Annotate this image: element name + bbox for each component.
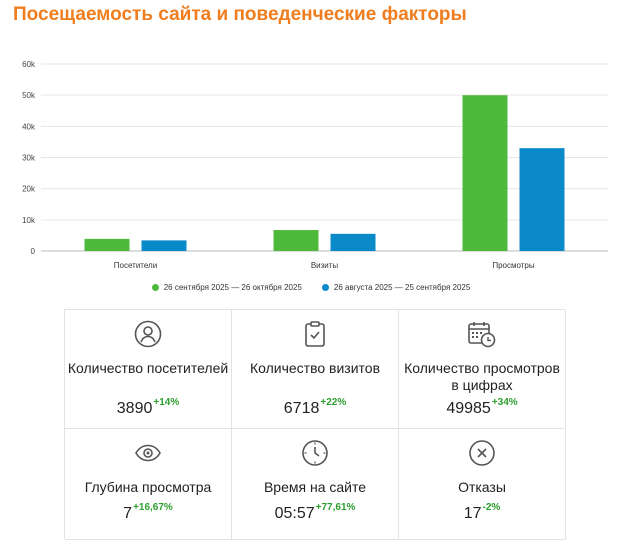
y-tick-label: 40k xyxy=(22,122,36,131)
y-tick-label: 0 xyxy=(31,247,36,256)
metric-label: Количество посетителей xyxy=(67,360,229,376)
y-tick-label: 20k xyxy=(22,185,36,194)
clock-icon xyxy=(232,439,398,467)
calendar-clock-icon xyxy=(399,320,565,348)
user-circle-icon xyxy=(65,320,231,348)
metric-card-visitors: Количество посетителей 3890 +14% xyxy=(65,310,232,429)
metric-label: Количество визитов xyxy=(249,360,381,376)
metric-delta: +14% xyxy=(153,397,180,408)
metric-label: Время на сайте xyxy=(263,479,367,495)
metric-value: 6718 xyxy=(283,400,320,417)
metric-card-time: Время на сайте 05:57 +77,61% xyxy=(232,429,399,540)
metric-card-depth: Глубина просмотра 7 +16,67% xyxy=(65,429,232,540)
metric-value: 05:57 xyxy=(274,505,315,522)
page-title: Посещаемость сайта и поведенческие факто… xyxy=(13,4,467,25)
y-tick-label: 10k xyxy=(22,216,36,225)
x-tick-label: Визиты xyxy=(311,261,339,270)
metric-delta: +34% xyxy=(491,397,518,408)
metric-value: 7 xyxy=(123,505,133,522)
chart-legend: 26 сентября 2025 — 26 октября 2025 26 ав… xyxy=(0,280,622,294)
bar-previous[interactable] xyxy=(141,240,187,251)
legend-marker-previous xyxy=(321,283,329,291)
metric-delta: +16,67% xyxy=(133,502,173,513)
metric-label: Глубина просмотра xyxy=(84,479,212,495)
legend-label-current: 26 сентября 2025 — 26 октября 2025 xyxy=(163,282,302,292)
y-tick-label: 60k xyxy=(22,60,36,69)
y-tick-label: 30k xyxy=(22,154,36,163)
metric-value: 3890 xyxy=(116,400,153,417)
metric-delta: +77,61% xyxy=(315,502,356,513)
metric-card-pageviews: Количество просмотров в цифрах 49985 +34% xyxy=(399,310,566,429)
bar-current[interactable] xyxy=(273,230,319,251)
bar-previous[interactable] xyxy=(330,233,376,251)
bar-previous[interactable] xyxy=(519,148,565,251)
bar-chart: 0 10k 20k 30k 40k 50k 60k Посетители Визиты Просм… xyxy=(22,60,608,270)
legend-marker-current xyxy=(151,283,159,291)
bar-current[interactable] xyxy=(84,238,130,251)
x-tick-label: Посетители xyxy=(114,261,157,270)
legend-item-current[interactable]: 26 сентября 2025 — 26 октября 2025 xyxy=(151,282,302,292)
metric-value: 17 xyxy=(463,505,482,522)
metric-delta: -2% xyxy=(482,502,501,513)
x-tick-label: Просмотры xyxy=(492,261,535,270)
metrics-grid: Количество посетителей 3890 +14% Количест… xyxy=(64,309,566,540)
clipboard-check-icon xyxy=(232,320,398,348)
y-tick-label: 50k xyxy=(22,91,36,100)
close-circle-icon xyxy=(399,439,565,467)
eye-icon xyxy=(65,439,231,467)
legend-item-previous[interactable]: 26 августа 2025 — 25 сентября 2025 xyxy=(321,282,471,292)
metric-card-bounce: Отказы 17 -2% xyxy=(399,429,566,540)
metric-card-visits: Количество визитов 6718 +22% xyxy=(232,310,399,429)
metric-label: Отказы xyxy=(458,479,506,495)
bar-current[interactable] xyxy=(462,95,508,252)
metric-value: 49985 xyxy=(446,400,491,417)
legend-label-previous: 26 августа 2025 — 25 сентября 2025 xyxy=(333,282,471,292)
metric-label: Количество просмотров в цифрах xyxy=(404,360,560,393)
metric-delta: +22% xyxy=(320,397,347,408)
